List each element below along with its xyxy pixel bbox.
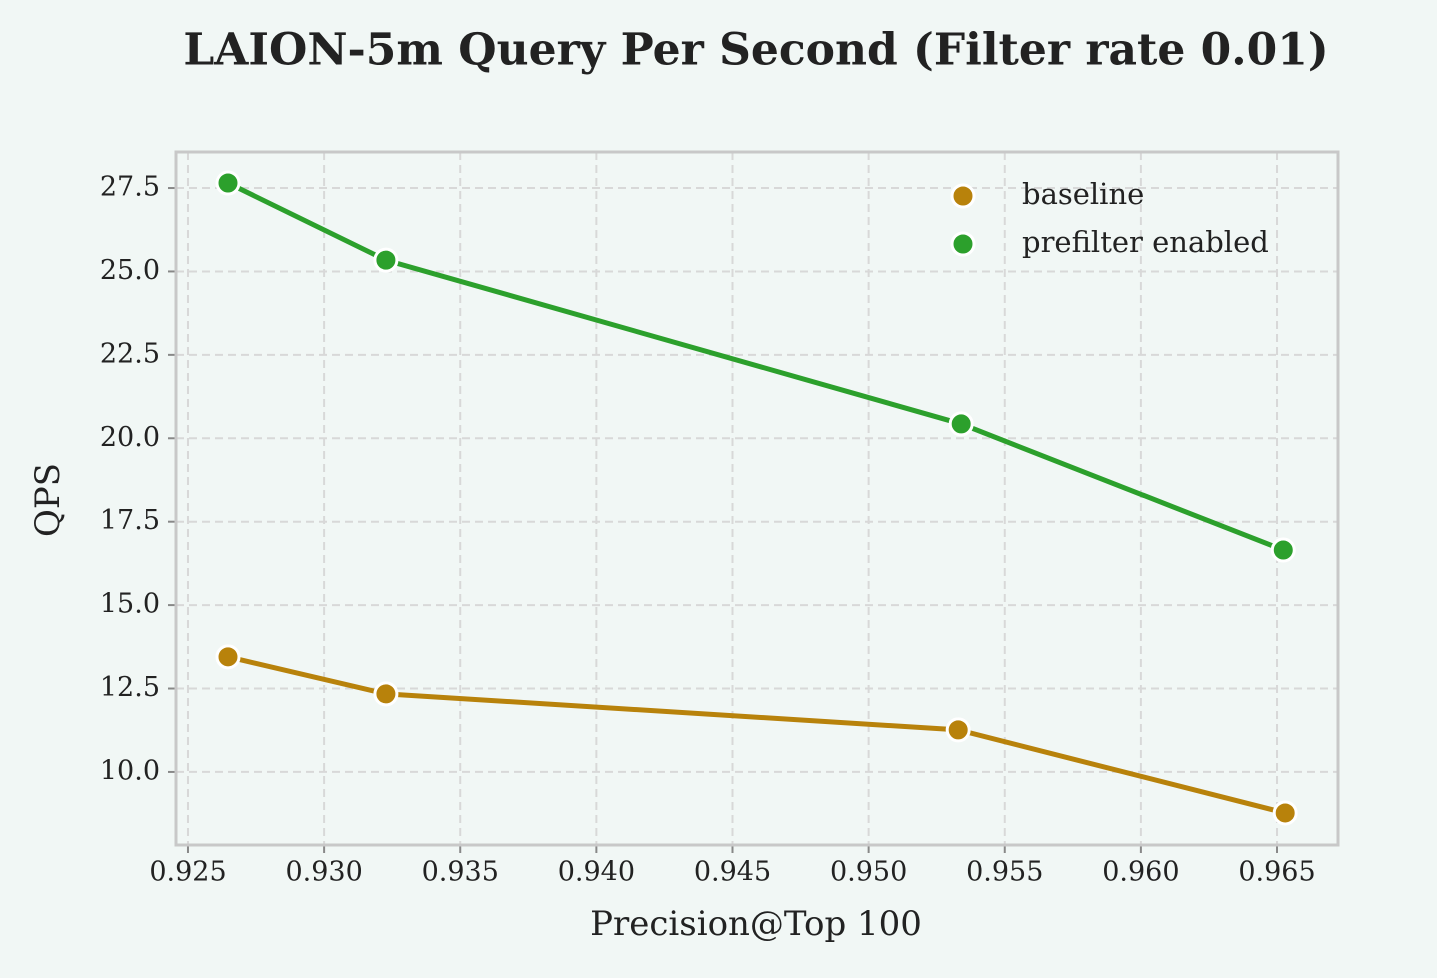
y-tick-label: 22.5	[100, 338, 160, 369]
x-tick-label: 0.950	[830, 857, 907, 888]
y-tick-label: 20.0	[100, 422, 160, 453]
x-tick-label: 0.930	[285, 857, 362, 888]
legend-marker	[950, 183, 976, 209]
point	[1270, 537, 1296, 563]
x-tick-label: 0.960	[1102, 857, 1179, 888]
y-tick-label: 17.5	[100, 505, 160, 536]
point	[215, 170, 241, 196]
y-tick-label: 10.0	[100, 755, 160, 786]
x-tick-label: 0.935	[422, 857, 499, 888]
point	[215, 644, 241, 670]
chart-title: LAION-5m Query Per Second (Filter rate 0…	[183, 25, 1328, 76]
plot-frame	[174, 150, 1340, 847]
point	[948, 411, 974, 437]
y-tick-label: 15.0	[100, 589, 160, 620]
y-tick-label: 25.0	[100, 255, 160, 286]
y-axis-label: QPS	[28, 463, 68, 537]
y-tick-label: 27.5	[100, 172, 160, 203]
legend-label: baseline	[1022, 177, 1144, 211]
x-tick-label: 0.965	[1238, 857, 1315, 888]
x-tick-label: 0.925	[149, 857, 226, 888]
y-tick-label: 12.5	[100, 672, 160, 703]
point	[373, 681, 399, 707]
point	[373, 247, 399, 273]
series-line	[227, 654, 1286, 816]
x-tick-label: 0.945	[694, 857, 771, 888]
point	[945, 717, 971, 743]
x-tick-label: 0.955	[966, 857, 1043, 888]
series-line	[226, 180, 1285, 553]
x-axis-label: Precision@Top 100	[590, 904, 922, 944]
point	[1272, 800, 1298, 826]
legend-label: prefilter enabled	[1022, 225, 1269, 259]
x-tick-label: 0.940	[558, 857, 635, 888]
legend-marker	[950, 231, 976, 257]
